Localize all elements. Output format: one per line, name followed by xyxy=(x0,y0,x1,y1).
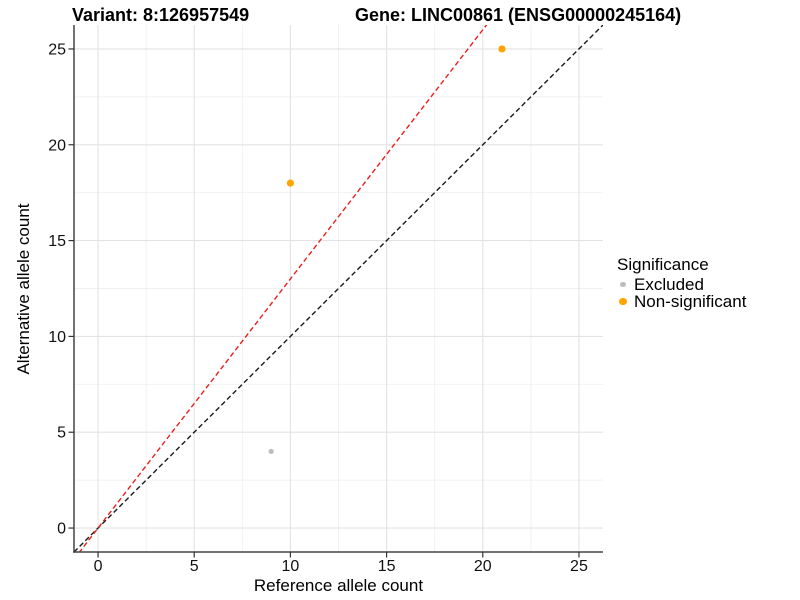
x-axis-title: Reference allele count xyxy=(253,576,424,595)
data-point-non-significant xyxy=(286,179,295,187)
x-tick-label: 0 xyxy=(94,558,103,575)
legend-item-non-significant: Non-significant xyxy=(615,291,747,311)
x-tick-label: 25 xyxy=(570,558,588,575)
y-axis-title: Alternative allele count xyxy=(14,203,33,375)
ratio-line xyxy=(78,25,488,552)
variant-title: Variant: 8:126957549 xyxy=(72,5,250,25)
non-significant-marker-icon xyxy=(615,294,631,310)
gene-title: Gene: LINC00861 (ENSG00000245164) xyxy=(355,5,682,25)
legend-title: Significance xyxy=(617,255,709,274)
data-point-non-significant xyxy=(498,45,506,53)
y-tick-label: 25 xyxy=(48,41,66,58)
y-tick-label: 15 xyxy=(48,233,66,250)
excluded-marker-icon xyxy=(615,277,631,293)
y-tick-label: 20 xyxy=(48,137,66,154)
y-tick-label: 0 xyxy=(57,521,66,538)
x-tick-label: 10 xyxy=(282,558,300,575)
y-tick-label: 5 xyxy=(57,425,66,442)
plot-header: Variant: 8:126957549 Gene: LINC00861 (EN… xyxy=(0,5,800,27)
identity-line xyxy=(74,25,603,552)
legend: Significance Excluded Non-significant xyxy=(615,255,747,311)
x-tick-label: 20 xyxy=(474,558,492,575)
gray-dot-icon xyxy=(620,281,626,288)
legend-item-excluded: Excluded xyxy=(615,274,746,294)
x-tick-label: 15 xyxy=(378,558,396,575)
y-tick-label: 10 xyxy=(48,329,66,346)
legend-item-label: Excluded xyxy=(634,274,704,294)
data-point-excluded xyxy=(268,448,274,454)
legend-item-label: Non-significant xyxy=(634,291,747,311)
orange-dot-icon xyxy=(619,297,627,306)
x-tick-label: 5 xyxy=(190,558,199,575)
